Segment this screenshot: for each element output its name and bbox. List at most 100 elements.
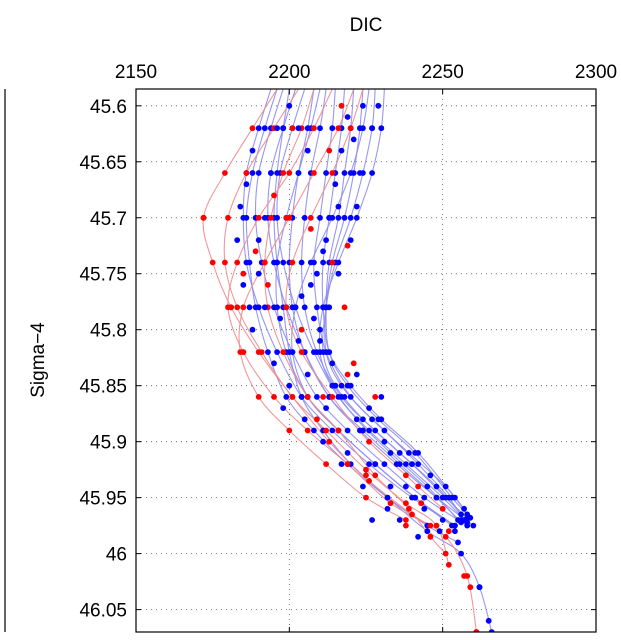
blue-data-point — [415, 461, 421, 467]
y-tick-label: 45.8 — [90, 321, 127, 342]
red-data-point — [329, 259, 336, 266]
blue-series-line — [324, 89, 465, 510]
blue-data-point — [317, 338, 323, 344]
red-data-point — [418, 500, 425, 507]
blue-data-point — [286, 102, 293, 109]
blue-data-point — [298, 293, 305, 299]
blue-data-point — [335, 259, 342, 266]
blue-data-point — [347, 170, 354, 176]
blue-data-point — [458, 517, 464, 523]
blue-data-point — [375, 102, 382, 109]
blue-data-point — [335, 203, 342, 210]
blue-series-line — [322, 89, 462, 515]
blue-data-point — [249, 170, 256, 176]
red-data-point — [363, 494, 369, 501]
blue-data-point — [403, 461, 409, 467]
red-data-point — [304, 394, 311, 400]
blue-data-point — [381, 427, 388, 434]
blue-data-point — [295, 170, 302, 176]
blue-data-point — [344, 382, 351, 389]
blue-data-point — [458, 550, 464, 557]
x-tick-label: 2200 — [268, 62, 310, 83]
blue-data-point — [255, 125, 262, 132]
blue-data-point — [378, 394, 385, 400]
blue-data-point — [317, 125, 323, 132]
blue-data-point — [369, 125, 375, 132]
red-data-point — [271, 394, 277, 400]
red-data-point — [240, 270, 247, 277]
blue-data-point — [317, 326, 323, 333]
blue-data-point — [237, 203, 244, 210]
y-tick-label: 45.7 — [90, 209, 127, 230]
blue-data-point — [360, 102, 366, 109]
red-data-point — [298, 349, 305, 355]
red-data-point — [363, 472, 369, 479]
blue-data-point — [372, 427, 379, 434]
blue-data-point — [274, 349, 280, 355]
blue-data-point — [452, 528, 458, 535]
y-ticks: 45.6 45.65 45.7 45.75 45.8 45.85 45.9 45.95 46 46… — [79, 97, 596, 622]
blue-data-point — [292, 304, 299, 311]
blue-data-point — [261, 304, 268, 311]
red-data-point — [403, 500, 409, 507]
blue-data-point — [381, 461, 388, 467]
blue-data-point — [341, 394, 348, 400]
blue-data-point — [415, 533, 421, 540]
blue-data-point — [246, 259, 253, 266]
y-axis-label: Sigma−4 — [28, 322, 49, 398]
blue-data-point — [335, 270, 342, 277]
blue-data-point — [360, 483, 366, 490]
blue-data-point — [458, 511, 464, 518]
blue-data-point — [329, 427, 336, 434]
blue-data-point — [338, 461, 345, 467]
red-data-point — [234, 259, 241, 266]
red-data-point — [323, 427, 329, 434]
blue-data-point — [329, 360, 336, 367]
blue-data-point — [289, 349, 296, 355]
red-data-point — [427, 533, 434, 540]
blue-data-point — [360, 125, 366, 132]
blue-data-point — [353, 203, 360, 210]
red-data-point — [307, 226, 314, 232]
red-data-point — [366, 438, 372, 445]
blue-data-point — [255, 170, 262, 176]
red-data-point — [280, 349, 287, 355]
blue-data-point — [378, 125, 385, 132]
blue-data-point — [274, 304, 280, 311]
blue-data-point — [268, 170, 274, 176]
red-data-point — [372, 394, 379, 400]
red-data-point — [209, 259, 216, 266]
blue-data-point — [295, 338, 302, 344]
blue-data-point — [344, 114, 351, 120]
blue-data-point — [261, 125, 268, 132]
red-data-point — [442, 550, 449, 557]
blue-data-point — [449, 522, 455, 529]
red-data-point — [255, 394, 262, 400]
red-data-point — [283, 214, 290, 221]
blue-data-point — [424, 528, 431, 535]
blue-data-point — [406, 450, 412, 456]
red-data-point — [271, 192, 277, 199]
red-data-point — [326, 438, 333, 445]
red-data-point — [252, 248, 259, 255]
red-data-point — [280, 170, 287, 176]
red-data-point — [461, 573, 467, 579]
red-data-point — [249, 125, 256, 132]
blue-data-point — [341, 214, 348, 221]
y-tick-label: 46.05 — [79, 601, 127, 622]
red-data-point — [363, 466, 369, 473]
red-data-point — [347, 125, 354, 132]
red-data-point — [409, 511, 415, 518]
x-axis-label: DIC — [350, 15, 383, 36]
blue-data-point — [369, 170, 375, 176]
red-data-point — [258, 349, 265, 355]
red-data-point — [222, 259, 228, 266]
blue-data-point — [304, 371, 311, 378]
blue-data-point — [320, 248, 326, 255]
blue-data-point — [369, 416, 375, 423]
x-tick-label: 2150 — [115, 62, 157, 83]
blue-data-point — [353, 416, 360, 423]
red-data-point — [329, 170, 336, 176]
blue-data-point — [255, 237, 262, 244]
red-data-point — [403, 522, 409, 529]
